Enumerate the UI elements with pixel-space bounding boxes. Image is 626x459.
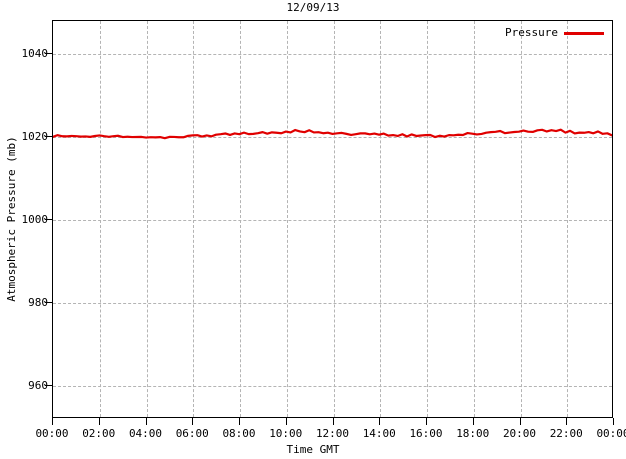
x-axis-tick-label: 04:00 <box>128 427 163 440</box>
x-axis-tick-label: 18:00 <box>456 427 490 440</box>
x-axis-tick <box>285 418 287 425</box>
x-axis-tick-label: 22:00 <box>549 427 583 440</box>
y-axis-tick-label: 1040 <box>21 47 49 61</box>
x-axis-tick <box>379 418 381 425</box>
x-axis-tick-label: 00:00 <box>596 427 626 440</box>
gridline-vertical <box>240 21 241 417</box>
y-axis-tick <box>45 136 52 138</box>
x-axis-title: Time GMT <box>286 443 340 456</box>
gridline-vertical <box>146 21 148 417</box>
gridline-vertical <box>427 21 428 417</box>
y-axis-tick <box>45 53 52 55</box>
gridline-vertical <box>193 21 195 417</box>
gridline-vertical <box>567 21 569 417</box>
y-axis-tick-label: 1020 <box>21 130 49 144</box>
gridline-horizontal <box>53 54 612 56</box>
x-axis-tick-label: 20:00 <box>502 427 537 440</box>
x-axis-tick <box>239 418 240 425</box>
x-axis-tick-label: 06:00 <box>175 427 209 440</box>
gridline-horizontal <box>53 220 612 221</box>
data-series-layer <box>53 21 612 417</box>
x-axis-tick-label: 14:00 <box>362 427 396 440</box>
x-axis-tick <box>98 418 100 425</box>
x-axis-tick <box>426 418 427 425</box>
gridline-vertical <box>380 21 382 417</box>
y-axis-tick-label: 980 <box>28 295 48 309</box>
x-axis-tick-label: 16:00 <box>409 427 443 440</box>
series-line-pressure <box>53 130 612 138</box>
x-axis-tick <box>613 418 614 425</box>
gridline-vertical <box>520 21 522 417</box>
gridline-vertical <box>473 21 475 417</box>
gridline-horizontal <box>53 137 612 139</box>
x-axis-tick-label: 00:00 <box>35 427 69 440</box>
y-axis-tick <box>45 301 52 303</box>
x-axis-tick <box>332 418 334 425</box>
gridline-horizontal <box>53 385 612 387</box>
gridline-vertical <box>286 21 288 417</box>
legend: Pressure <box>505 27 604 39</box>
x-axis-tick <box>145 418 147 425</box>
gridline-vertical <box>333 21 335 417</box>
y-axis-title: Atmospheric Pressure (mb) <box>5 136 18 302</box>
x-axis-tick <box>192 418 194 425</box>
legend-swatch-pressure <box>564 31 604 35</box>
x-axis-tick <box>566 418 568 425</box>
x-axis-tick-label: 10:00 <box>269 427 303 440</box>
x-axis-tick-label: 08:00 <box>222 427 256 440</box>
x-axis-tick-label: 02:00 <box>82 427 116 440</box>
y-axis-tick-label: 960 <box>28 378 48 392</box>
plot-area: Pressure <box>52 20 613 418</box>
x-axis-tick <box>472 418 474 425</box>
y-axis-tick <box>45 384 52 386</box>
legend-label-pressure: Pressure <box>505 26 558 39</box>
x-axis-tick <box>519 418 521 425</box>
chart-title: 12/09/13 <box>286 1 340 14</box>
gridline-horizontal <box>53 302 612 304</box>
x-axis-tick <box>52 418 53 425</box>
gridline-vertical <box>99 21 101 417</box>
y-axis-tick <box>45 219 52 220</box>
y-axis-tick-label: 1000 <box>21 213 49 226</box>
x-axis-tick-label: 12:00 <box>315 427 350 440</box>
